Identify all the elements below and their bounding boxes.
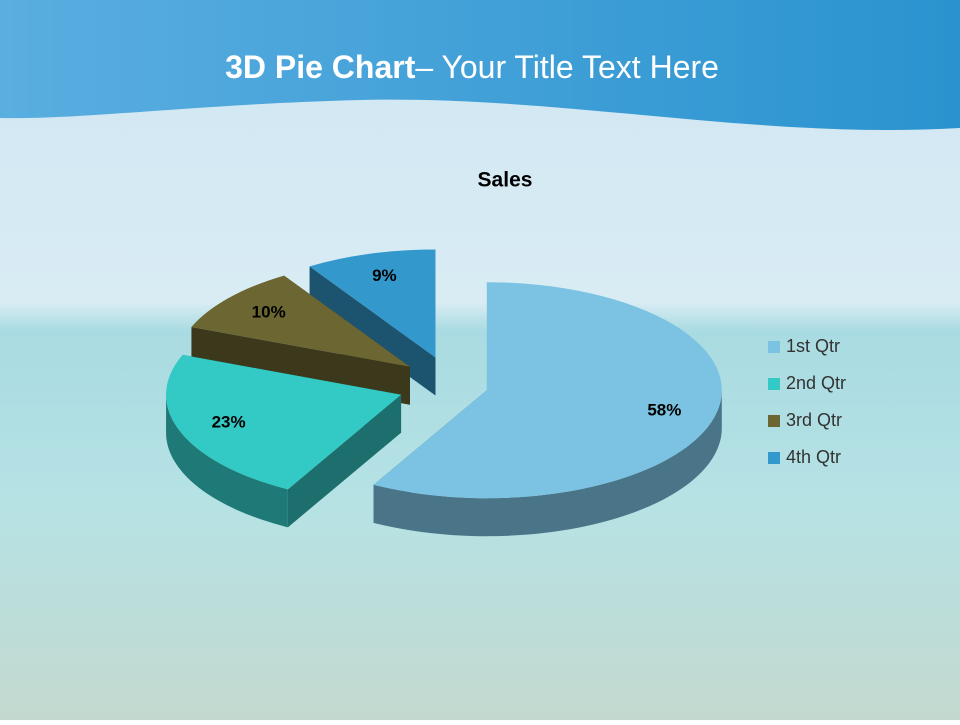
slice: 23% xyxy=(166,354,402,528)
slice-top xyxy=(373,282,722,499)
legend-swatch xyxy=(768,341,780,353)
legend-label: 3rd Qtr xyxy=(786,410,842,430)
slice-side xyxy=(287,394,402,528)
slice: 58% xyxy=(373,282,722,537)
slice: 10% xyxy=(191,275,410,405)
legend-swatch xyxy=(768,415,780,427)
legend-label: 2nd Qtr xyxy=(786,373,846,393)
data-label: 58% xyxy=(647,401,681,420)
data-label: 10% xyxy=(252,303,286,322)
chart-title: Sales xyxy=(478,169,533,192)
data-label: 23% xyxy=(212,413,246,432)
legend-swatch xyxy=(768,452,780,464)
slice-top xyxy=(191,275,410,367)
slice-rim xyxy=(373,390,722,537)
slide-title-bold: 3D Pie Chart xyxy=(225,49,416,85)
slice-side xyxy=(191,327,410,405)
title-banner xyxy=(0,0,960,131)
legend-label: 4th Qtr xyxy=(786,447,841,467)
legend: 1st Qtr 2nd Qtr 3rd Qtr 4th Qtr xyxy=(768,336,846,467)
pie: 9% 10% 58% 23% xyxy=(166,249,722,537)
legend-label: 1st Qtr xyxy=(786,336,840,356)
slice-top xyxy=(166,354,402,490)
data-label: 9% xyxy=(372,266,397,285)
slide-title: 3D Pie Chart– Your Title Text Here xyxy=(225,49,719,85)
slice-rim xyxy=(166,394,288,528)
slide-title-rest: – Your Title Text Here xyxy=(415,49,719,85)
slice-top xyxy=(309,249,436,358)
legend-swatch xyxy=(768,378,780,390)
